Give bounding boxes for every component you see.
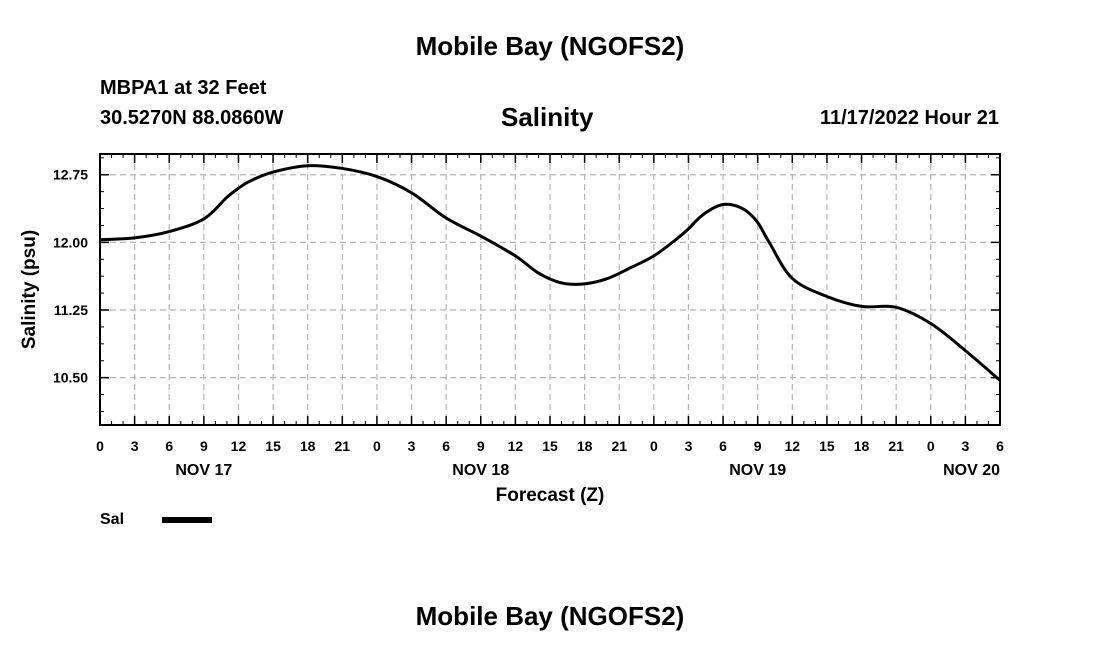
station-label: MBPA1 at 32 Feet <box>100 77 267 99</box>
y-tick-label: 11.25 <box>54 302 88 318</box>
x-tick-label: 3 <box>131 438 139 454</box>
x-tick-label: 0 <box>373 438 381 454</box>
x-tick-label: 0 <box>96 438 104 454</box>
x-tick-label: 15 <box>542 438 558 454</box>
legend-swatch <box>162 517 212 523</box>
x-tick-label: 18 <box>300 438 316 454</box>
x-tick-label: 12 <box>231 438 247 454</box>
series-line-sal <box>99 164 1001 382</box>
x-tick-label: 0 <box>927 438 935 454</box>
x-tick-label: 9 <box>477 438 485 454</box>
x-tick-label: 12 <box>508 438 524 454</box>
x-tick-label: 6 <box>442 438 450 454</box>
x-tick-label: 3 <box>685 438 693 454</box>
forecast-datetime: 11/17/2022 Hour 21 <box>819 107 999 129</box>
y-tick-label: 12.00 <box>53 234 88 250</box>
footer-title: Mobile Bay (NGOFS2) <box>415 601 685 631</box>
x-day-label: NOV 17 <box>175 462 232 479</box>
legend-label: Sal <box>100 511 125 528</box>
x-tick-label: 21 <box>335 438 351 454</box>
grid-layer <box>100 154 1000 425</box>
x-tick-label: 21 <box>611 438 627 454</box>
series-layer <box>99 164 1001 382</box>
x-tick-label: 3 <box>961 438 969 454</box>
y-tick-label: 10.50 <box>53 370 88 386</box>
x-tick-label: 6 <box>165 438 173 454</box>
y-axis-title: Salinity (psu) <box>19 230 40 349</box>
tick-layer <box>99 154 1001 425</box>
x-tick-label: 0 <box>650 438 658 454</box>
x-tick-label: 18 <box>854 438 870 454</box>
x-tick-label: 6 <box>719 438 727 454</box>
x-day-label: NOV 18 <box>452 462 509 479</box>
station-coordinates: 30.5270N 88.0860W <box>100 107 284 129</box>
x-tick-label: 15 <box>819 438 835 454</box>
page-title: Mobile Bay (NGOFS2) <box>415 31 685 61</box>
y-tick-label: 12.75 <box>53 167 88 183</box>
x-tick-label: 9 <box>754 438 762 454</box>
chart-title: Salinity <box>501 102 594 132</box>
x-tick-label: 9 <box>200 438 208 454</box>
x-tick-label: 18 <box>577 438 593 454</box>
x-day-label: NOV 20 <box>943 462 1000 479</box>
label-layer: 0 3 6 9 12 15 18 21 0 3 6 9 12 15 18 21 0 3 6 9 12 15 18 21 0 3 6 1… <box>19 167 1004 506</box>
x-tick-label: 6 <box>996 438 1004 454</box>
x-tick-label: 15 <box>265 438 281 454</box>
x-tick-label: 12 <box>785 438 801 454</box>
x-tick-label: 3 <box>408 438 416 454</box>
x-axis-title: Forecast (Z) <box>496 485 605 506</box>
x-day-label: NOV 19 <box>729 462 786 479</box>
x-tick-label: 21 <box>888 438 904 454</box>
